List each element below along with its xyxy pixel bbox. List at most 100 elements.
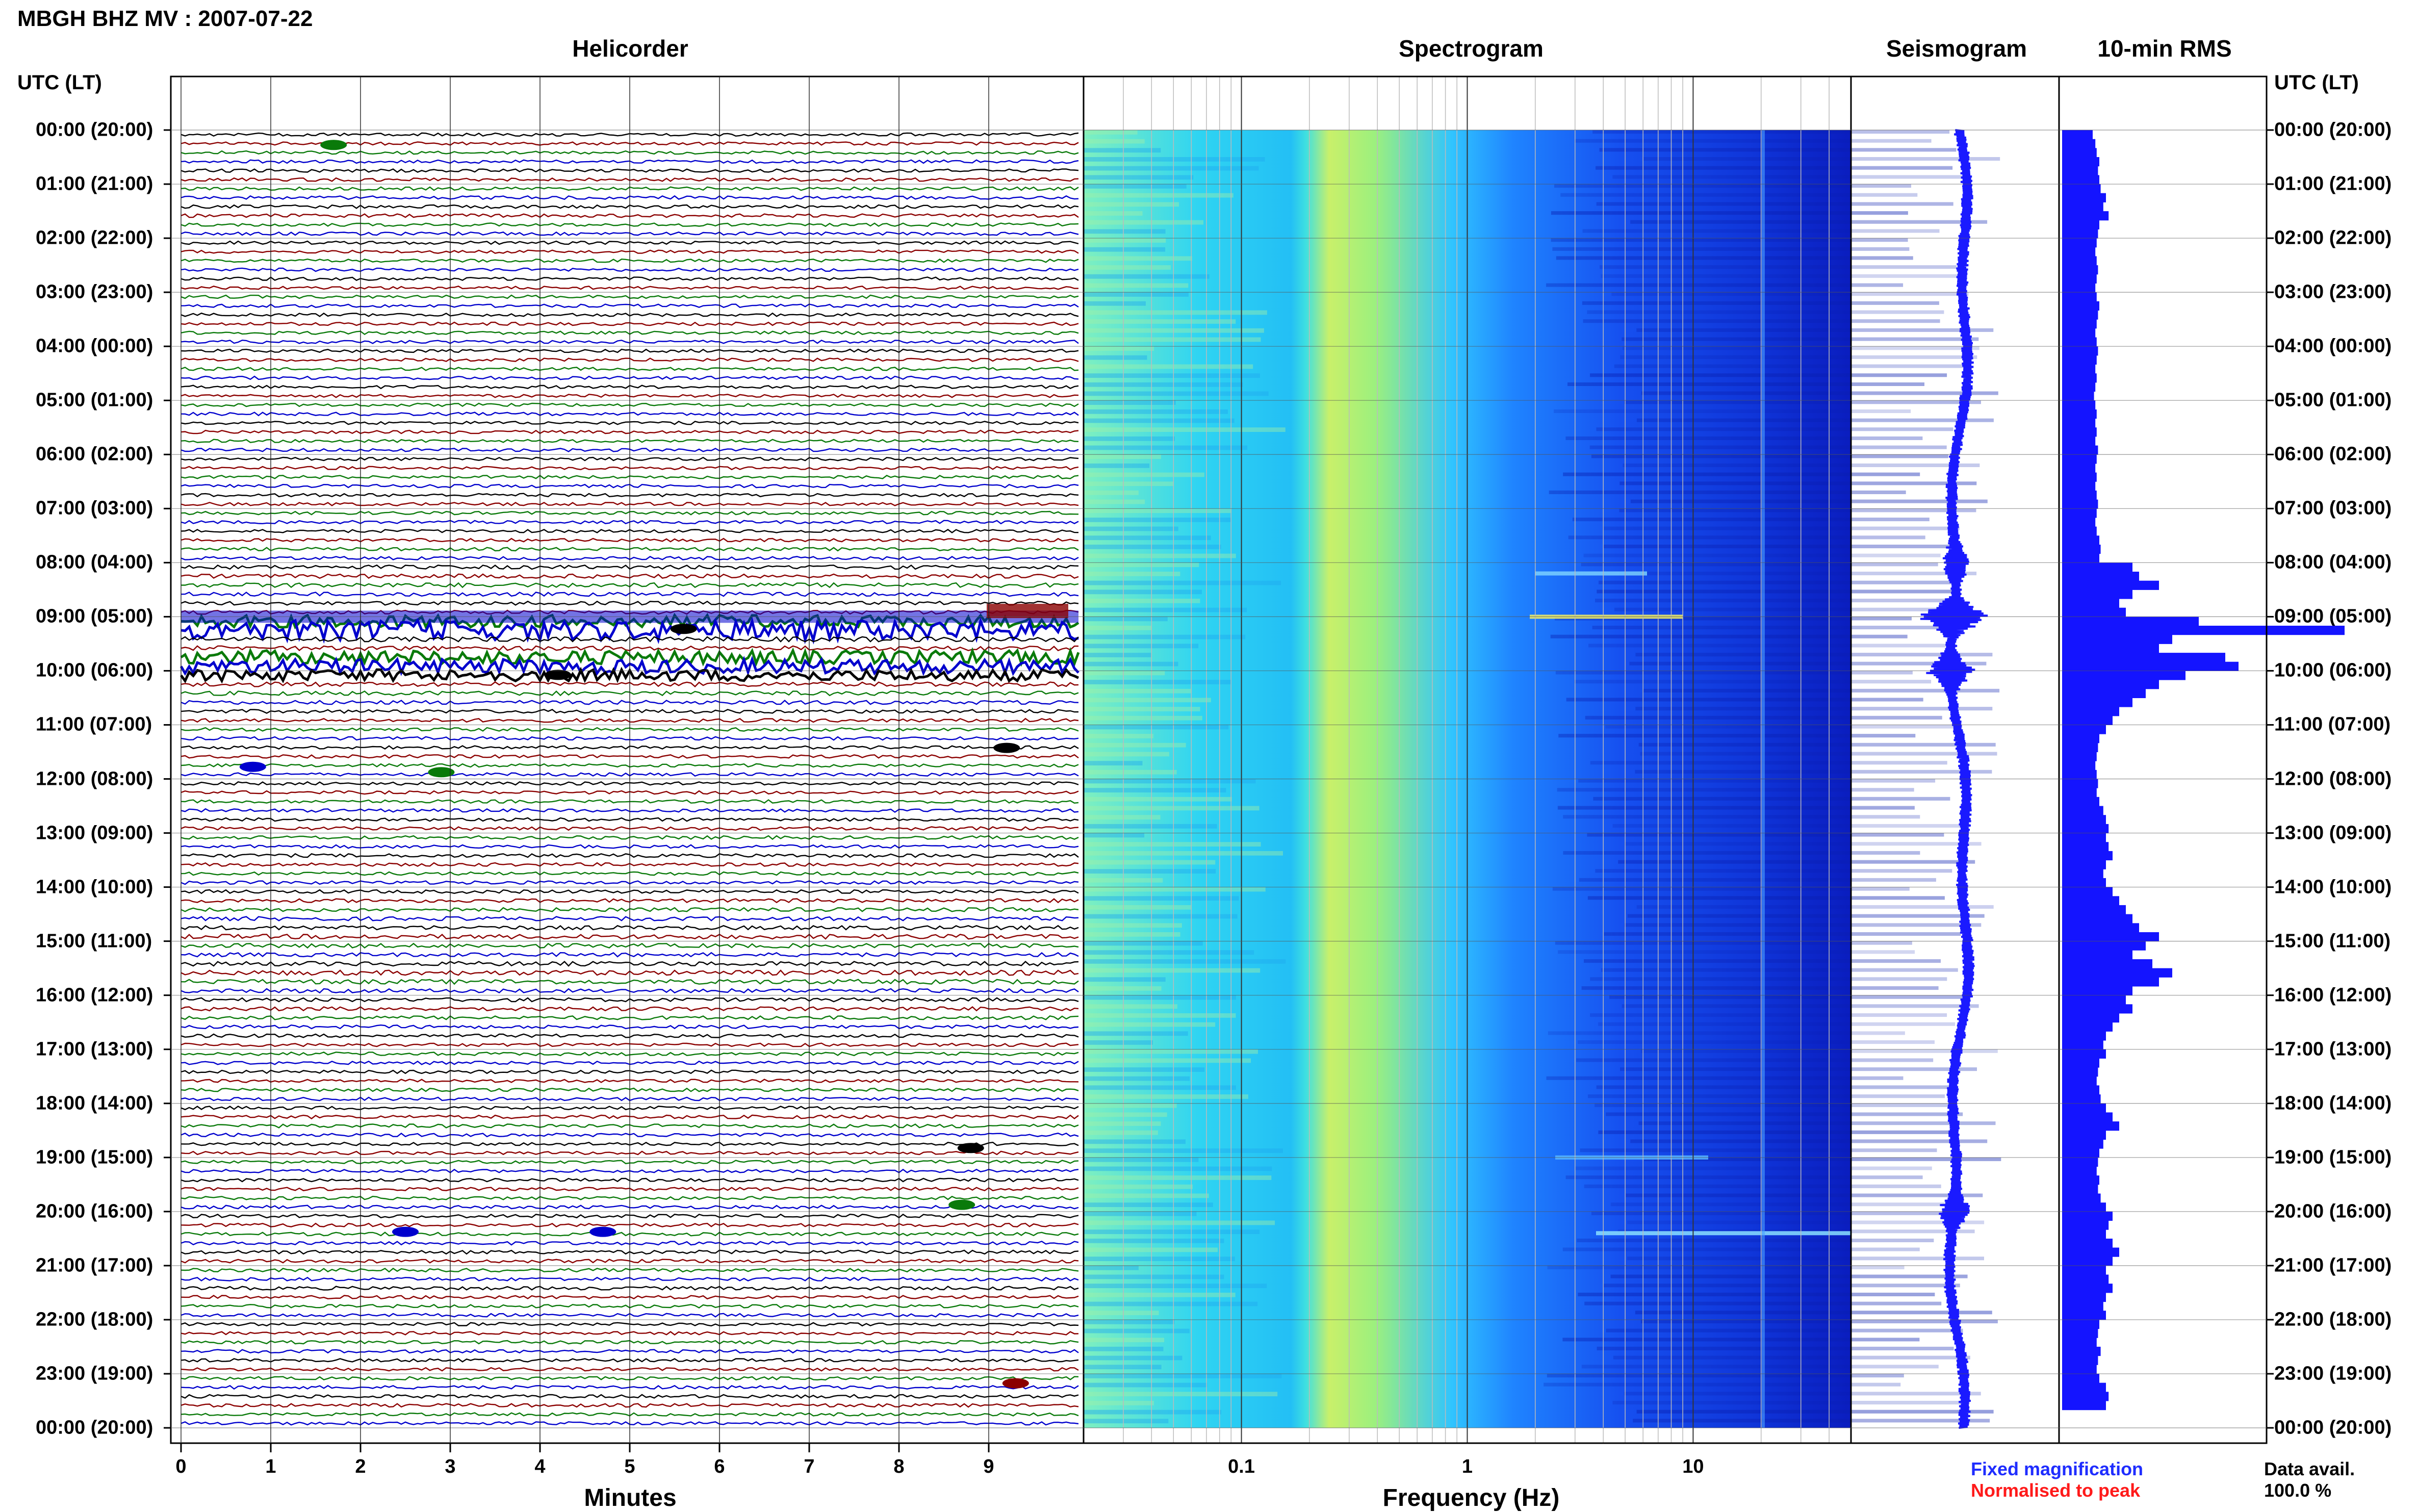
- spectrogram-stripe: [1084, 905, 1192, 910]
- rms-bar: [2062, 545, 2101, 554]
- spectrogram-stripe: [1084, 851, 1283, 856]
- spectrogram-stripe: [1552, 247, 1909, 251]
- spectrogram-stripe: [1551, 635, 1908, 638]
- spectrogram-stripe: [1603, 1284, 1960, 1287]
- rms-bar: [2062, 914, 2132, 924]
- panel-frame: [171, 76, 1084, 1443]
- rms-bar: [2062, 770, 2097, 779]
- spectrogram-stripe: [1563, 815, 1920, 818]
- spectrogram-stripe: [1637, 905, 1994, 909]
- spectrogram-stripe: [1613, 1401, 1970, 1404]
- spectrogram-stripe: [1558, 806, 1915, 810]
- spectrogram-stripe: [1590, 761, 1947, 764]
- rms-bar: [2062, 1049, 2106, 1059]
- spectrogram-stripe: [1566, 698, 1923, 701]
- spectrogram-stripe: [1084, 1031, 1188, 1036]
- rms-bar: [2062, 284, 2095, 293]
- spectrogram-stripe: [1084, 671, 1165, 675]
- spectrogram-stripe: [1575, 1167, 1932, 1170]
- rms-bar: [2062, 382, 2095, 392]
- spectrogram-stripe: [1084, 265, 1171, 270]
- spectrogram-stripe: [1626, 1194, 1983, 1197]
- spectrogram-stripe: [1547, 1077, 1904, 1080]
- spectrogram-stripe: [1582, 1365, 1939, 1368]
- spectrogram-stripe: [1084, 284, 1188, 288]
- rms-bar: [2062, 175, 2099, 184]
- spectrogram-stripe: [1084, 473, 1204, 477]
- spectrogram-stripe: [1620, 355, 1977, 359]
- rms-bar: [2062, 554, 2099, 563]
- spectrogram-stripe: [1631, 500, 1988, 503]
- spectrogram-stripe: [1598, 1131, 1955, 1134]
- rms-bar: [2062, 346, 2098, 355]
- spectrogram-stripe: [1084, 617, 1168, 621]
- spectrogram-stripe: [1613, 1356, 1970, 1360]
- spectrogram-stripe: [1627, 1221, 1984, 1224]
- spectrogram-stripe: [1597, 202, 1953, 206]
- rms-bar: [2062, 950, 2132, 959]
- spectrogram-stripe: [1084, 689, 1192, 694]
- rms-bar: [2062, 464, 2095, 473]
- rms-bar: [2062, 1077, 2097, 1086]
- rms-bar: [2062, 301, 2099, 311]
- spectrogram-stripe: [1639, 1121, 1996, 1125]
- spectrogram-stripe: [1597, 427, 1953, 431]
- rms-bar: [2062, 400, 2095, 409]
- spectrogram-stripe: [1639, 743, 1996, 747]
- legend-fixed-magnification: Fixed magnification: [1971, 1458, 2143, 1480]
- rms-bar: [2062, 860, 2106, 869]
- rms-bar: [2062, 1175, 2099, 1185]
- spectrogram-stripe: [1580, 1148, 1937, 1152]
- spectrogram-stripe: [1595, 599, 1952, 602]
- rms-bar: [2062, 184, 2101, 193]
- spectrogram-stripe: [1558, 734, 1915, 737]
- spectrogram-stripe: [1562, 1338, 1919, 1341]
- spectrogram-stripe: [1084, 842, 1261, 847]
- spectrogram-stripe: [1084, 1410, 1221, 1415]
- spectrogram-stripe: [1084, 986, 1162, 991]
- rms-bar: [2062, 788, 2097, 797]
- spectrogram-stripe: [1643, 157, 2000, 161]
- rms-bar: [2062, 365, 2095, 374]
- spectrogram-stripe: [1084, 914, 1238, 919]
- spectrogram-stripe: [1084, 1311, 1159, 1315]
- spectrogram-stripe: [1084, 1004, 1177, 1009]
- rms-bar: [2062, 752, 2097, 761]
- spectrogram-stripe: [1603, 545, 1960, 548]
- spectrogram-stripe: [1084, 1085, 1236, 1090]
- spectrogram-stripe: [1084, 932, 1180, 937]
- rms-bar: [2062, 923, 2139, 932]
- spectrogram-stripe: [1084, 1131, 1158, 1135]
- rms-bar: [2062, 1311, 2106, 1320]
- spectrogram-stripe: [1084, 887, 1266, 892]
- spectrogram-stripe: [1590, 373, 1947, 377]
- rms-bar: [2062, 1365, 2097, 1374]
- rms-bar: [2062, 1067, 2098, 1077]
- spectrogram-stripe: [1614, 365, 1971, 368]
- spectrogram-stripe: [1611, 292, 1968, 296]
- spectrogram-stripe: [1603, 527, 1960, 530]
- spectrogram-stripe: [1084, 833, 1144, 838]
- spectrogram-stripe: [1084, 941, 1203, 946]
- rms-bar: [2062, 869, 2103, 878]
- spectrogram-stripe: [1084, 626, 1152, 630]
- spectrogram-stripe: [1622, 1004, 1979, 1008]
- spectrogram-stripe: [1084, 716, 1202, 721]
- spectrogram-stripe: [1084, 193, 1233, 198]
- spectrogram-stripe: [1640, 752, 1997, 756]
- spectrogram-stripe: [1084, 1104, 1177, 1108]
- spectrogram-stripe: [1084, 319, 1236, 324]
- helicorder-xlabel: Minutes: [584, 1484, 676, 1512]
- rms-bar: [2062, 1284, 2113, 1293]
- spectrogram-stripe: [1084, 1094, 1248, 1099]
- rms-bar: [2062, 220, 2099, 229]
- spectrogram-stripe: [1084, 680, 1231, 684]
- rms-bar: [2062, 535, 2099, 545]
- rms-bar: [2062, 373, 2097, 382]
- spectrogram-stripe: [1084, 779, 1256, 784]
- rms-bar: [2062, 508, 2097, 518]
- spectrogram-stripe: [1084, 256, 1192, 261]
- rms-bar: [2062, 491, 2097, 500]
- spectrogram-stripe: [1084, 698, 1211, 702]
- spectrogram-stripe: [1084, 419, 1235, 423]
